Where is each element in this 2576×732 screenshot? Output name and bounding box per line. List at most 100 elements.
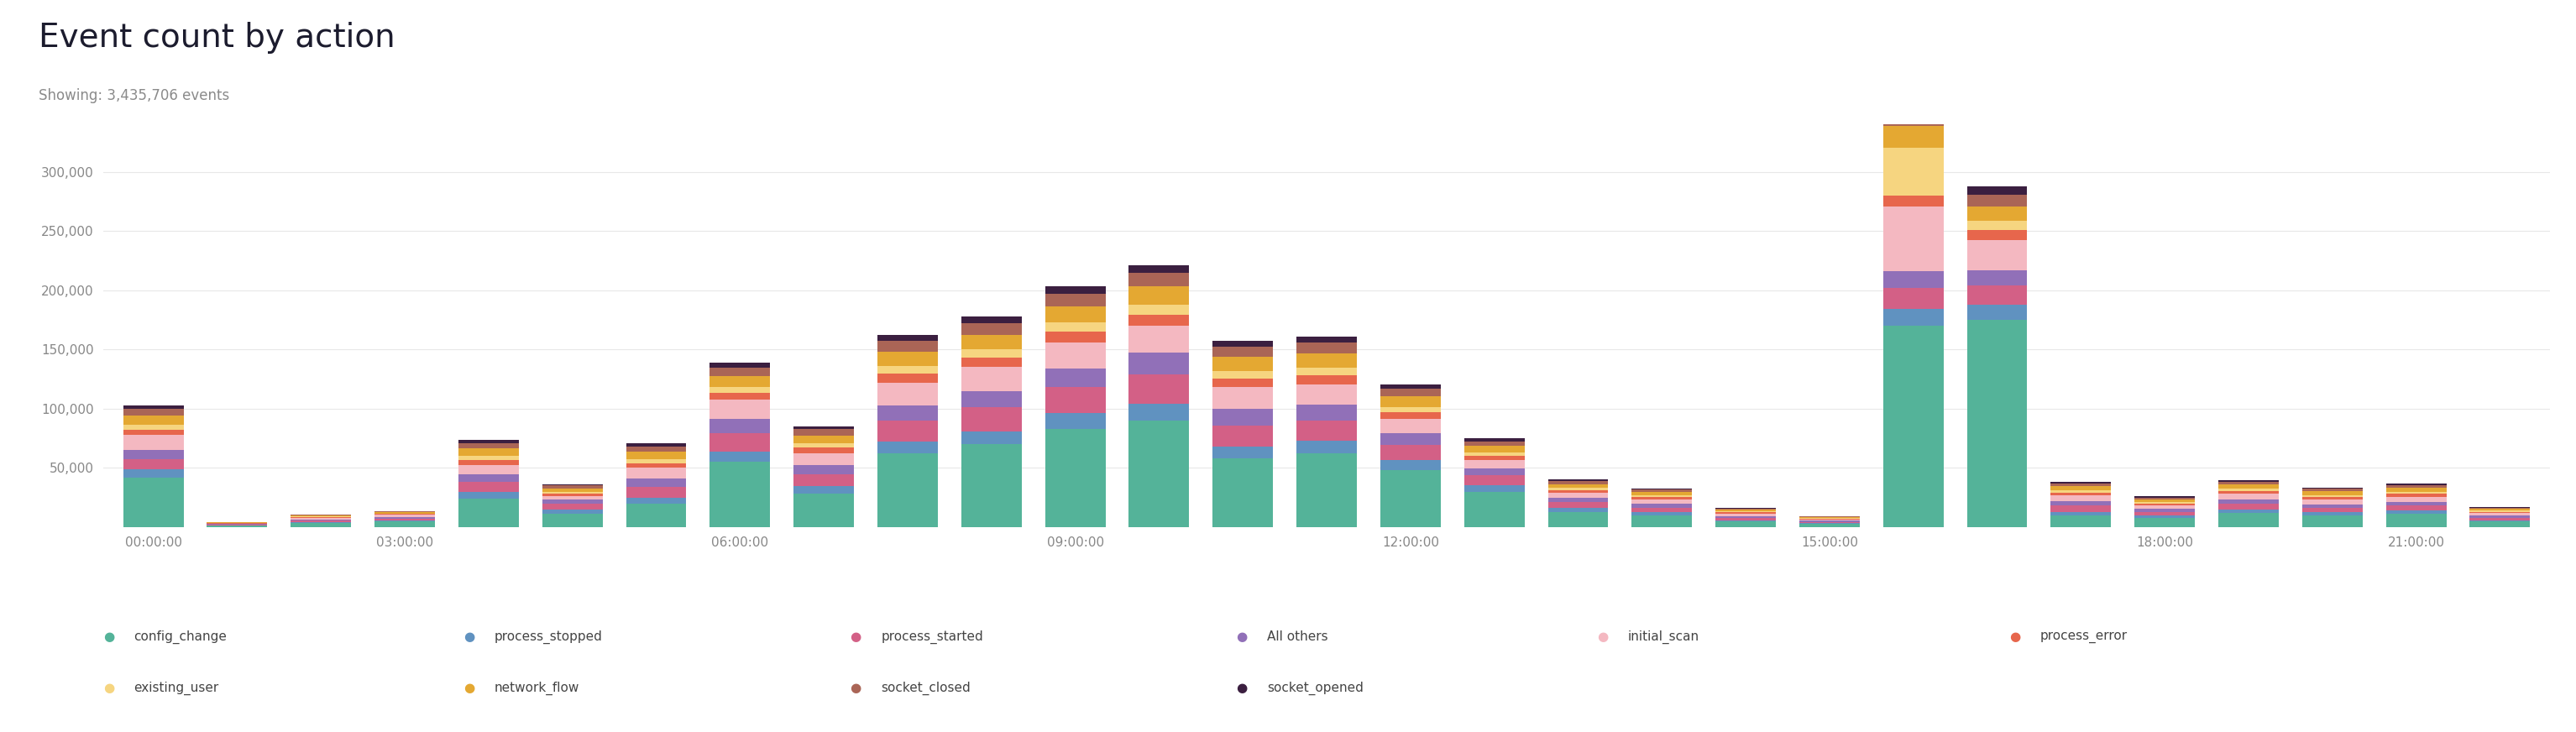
Bar — [711, 462, 770, 527]
Bar — [1548, 502, 1607, 508]
Bar — [1883, 272, 1942, 288]
Bar — [541, 504, 603, 510]
Bar — [711, 376, 770, 386]
Bar — [1128, 374, 1190, 404]
Bar — [1883, 126, 1942, 148]
Bar — [1213, 341, 1273, 347]
Bar — [1631, 497, 1692, 499]
Bar — [2470, 513, 2530, 515]
Bar — [2303, 508, 2362, 512]
Bar — [2050, 486, 2112, 490]
Bar — [2303, 491, 2362, 495]
Bar — [2050, 493, 2112, 496]
Text: process_error: process_error — [2040, 630, 2128, 643]
Bar — [1798, 524, 1860, 527]
Bar — [1046, 322, 1105, 332]
Bar — [1631, 512, 1692, 515]
Bar — [2136, 505, 2195, 509]
Bar — [1128, 305, 1190, 315]
Bar — [1463, 460, 1525, 468]
Bar — [1631, 488, 1692, 490]
Bar — [626, 452, 685, 459]
Bar — [541, 494, 603, 496]
Bar — [1716, 509, 1775, 510]
Bar — [1798, 522, 1860, 523]
Bar — [1548, 498, 1607, 502]
Bar — [1213, 347, 1273, 357]
Bar — [124, 450, 183, 459]
Bar — [1381, 407, 1440, 412]
Bar — [793, 494, 855, 527]
Text: ●: ● — [464, 681, 474, 695]
Bar — [1213, 425, 1273, 447]
Bar — [1968, 285, 2027, 305]
Bar — [793, 465, 855, 474]
Bar — [711, 386, 770, 392]
Bar — [711, 433, 770, 452]
Bar — [374, 522, 435, 527]
Bar — [1631, 490, 1692, 492]
Bar — [1046, 429, 1105, 527]
Bar — [1046, 332, 1105, 343]
Text: socket_closed: socket_closed — [881, 681, 971, 695]
Bar — [1296, 376, 1358, 384]
Bar — [291, 523, 350, 527]
Bar — [2218, 509, 2280, 513]
Bar — [2470, 509, 2530, 511]
Bar — [2470, 518, 2530, 520]
Bar — [1381, 433, 1440, 445]
Bar — [541, 510, 603, 514]
Bar — [2385, 511, 2447, 514]
Bar — [1798, 523, 1860, 524]
Bar — [1883, 148, 1942, 195]
Bar — [124, 430, 183, 435]
Bar — [374, 511, 435, 512]
Text: All others: All others — [1267, 630, 1329, 643]
Bar — [1968, 320, 2027, 527]
Bar — [1046, 287, 1105, 294]
Bar — [1883, 195, 1942, 206]
Bar — [626, 444, 685, 447]
Bar — [2050, 482, 2112, 483]
Bar — [2385, 484, 2447, 485]
Bar — [1548, 481, 1607, 484]
Bar — [541, 500, 603, 504]
Bar — [878, 442, 938, 454]
Bar — [878, 335, 938, 341]
Bar — [1046, 343, 1105, 368]
Bar — [459, 474, 518, 482]
Bar — [1213, 378, 1273, 387]
Bar — [1381, 470, 1440, 527]
Bar — [1296, 337, 1358, 343]
Bar — [1046, 294, 1105, 306]
Bar — [2218, 513, 2280, 527]
Bar — [1716, 514, 1775, 516]
Bar — [1128, 420, 1190, 527]
Text: ●: ● — [1236, 681, 1247, 695]
Bar — [1631, 496, 1692, 497]
Bar — [2385, 514, 2447, 527]
Bar — [878, 352, 938, 366]
Bar — [124, 425, 183, 430]
Bar — [1968, 270, 2027, 285]
Bar — [1968, 221, 2027, 231]
Bar — [2303, 488, 2362, 489]
Bar — [2385, 485, 2447, 488]
Bar — [711, 363, 770, 367]
Bar — [1381, 396, 1440, 407]
Bar — [459, 498, 518, 527]
Bar — [878, 405, 938, 420]
Bar — [961, 444, 1023, 527]
Bar — [1463, 491, 1525, 527]
Bar — [541, 496, 603, 500]
Bar — [1716, 522, 1775, 527]
Bar — [1296, 405, 1358, 420]
Text: initial_scan: initial_scan — [1628, 630, 1700, 643]
Bar — [1968, 195, 2027, 206]
Bar — [1548, 490, 1607, 493]
Bar — [2136, 515, 2195, 518]
Bar — [2218, 488, 2280, 491]
Bar — [961, 324, 1023, 335]
Bar — [793, 444, 855, 448]
Bar — [1381, 412, 1440, 419]
